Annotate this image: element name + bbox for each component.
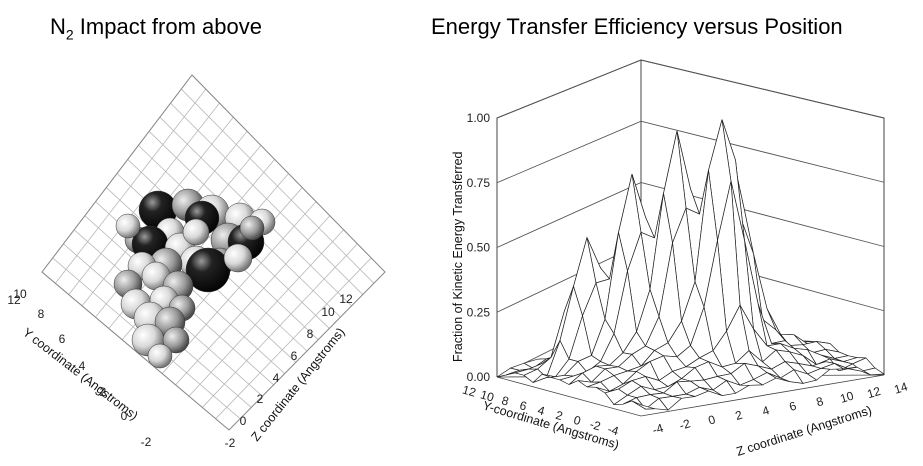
y-coordinate-tick: 12 (461, 383, 478, 400)
grid-border (41, 74, 386, 431)
z-coordinate-tick: 6 (788, 399, 799, 414)
z-tick-label: 0.75 (467, 176, 491, 190)
atom-sphere (185, 247, 231, 293)
surface-mesh (496, 119, 886, 411)
atom-sphere (115, 213, 141, 239)
y-tick-label: -2 (141, 435, 152, 449)
y-axis-title: Z coordinate (Angstroms) (735, 403, 874, 459)
y-coordinate-tick: 10 (479, 387, 496, 404)
grid-line (188, 229, 344, 397)
grid-line (181, 88, 375, 284)
z-tick-label: 4 (273, 371, 280, 385)
z-coordinate-tick: 4 (761, 403, 772, 418)
z-tick-label: 0.25 (467, 305, 491, 319)
z-tick-label: -2 (225, 436, 236, 450)
atom-sphere (182, 218, 210, 246)
z-gridline (496, 120, 885, 184)
z-tick-label: 10 (321, 305, 335, 319)
z-tick-label: 0.50 (467, 241, 491, 255)
y-tick-label: 8 (38, 307, 45, 321)
y-tick-label: 6 (59, 332, 66, 346)
z-tick-label: 1.00 (467, 111, 491, 125)
z-axis-title: Fraction of Kinetic Energy Transferred (451, 151, 465, 362)
chart-title: Energy Transfer Efficiency versus Positi… (431, 14, 843, 39)
y-tick-label: 0 (121, 409, 128, 423)
z-coordinate-tick: 2 (734, 408, 745, 423)
surface-facet (631, 400, 655, 410)
grid-line (175, 215, 331, 386)
z-gridline (496, 59, 885, 119)
z-coordinate-tick: 0 (707, 412, 718, 427)
z-coordinate-tick: 12 (865, 384, 882, 401)
z-coordinate-tick: 10 (838, 388, 855, 405)
z-tick-label: 2 (257, 392, 264, 406)
z-tick-label: 12 (339, 292, 353, 306)
atom-sphere (223, 243, 253, 273)
z-gridline (496, 182, 885, 248)
y-tick-label: 4 (79, 359, 86, 373)
y-coordinate-tick: -2 (588, 417, 602, 433)
y-tick-label: 10 (13, 287, 27, 301)
y-coordinate-tick: 0 (572, 413, 583, 428)
z-coordinate-tick: -2 (678, 416, 693, 433)
grid-line (215, 257, 372, 419)
grid-line (170, 102, 363, 295)
molecule-spheres (113, 188, 276, 369)
y-tick-label: 12 (7, 293, 21, 307)
y-coordinate-tick: 8 (500, 393, 511, 408)
z-tick-label: 6 (291, 349, 298, 363)
atom-sphere (239, 215, 265, 241)
y-tick-label: 2 (100, 385, 107, 399)
z-coordinate-tick: 8 (815, 394, 826, 409)
y-coordinate-tick: 2 (554, 408, 565, 423)
atom-sphere (147, 343, 173, 369)
atom-sphere (162, 326, 190, 354)
left-panel-title: N2 Impact from above (50, 14, 262, 43)
y-coordinate-tick: -4 (606, 422, 620, 438)
y-coordinate-tick: 4 (536, 403, 547, 418)
z-tick-label: 0.00 (467, 370, 491, 384)
grid-line (201, 243, 358, 408)
z-tick-label: 8 (307, 327, 314, 341)
z-tick-label: 0 (240, 414, 247, 428)
z-coordinate-tick: -4 (651, 421, 666, 438)
y-coordinate-tick: 6 (518, 398, 529, 413)
z-coordinate-tick: 14 (892, 379, 909, 396)
